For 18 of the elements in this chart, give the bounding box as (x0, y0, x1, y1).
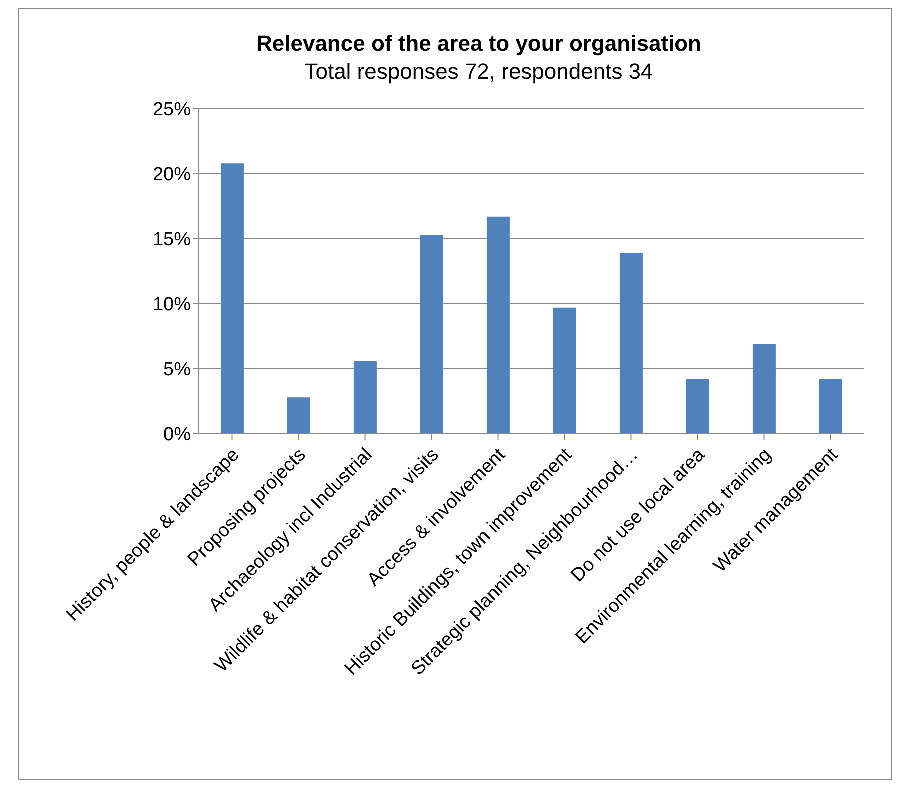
bar (819, 379, 842, 434)
bar (553, 308, 576, 434)
chart-subtitle: Total responses 72, respondents 34 (304, 59, 654, 85)
bar (220, 164, 244, 434)
y-tick-label: 25% (152, 100, 192, 121)
y-tick-label: 20% (152, 164, 192, 186)
bar (287, 398, 310, 434)
bar (752, 344, 776, 434)
bar (486, 216, 510, 434)
bar (620, 253, 643, 434)
y-tick-label: 5% (164, 360, 192, 381)
bar (420, 235, 444, 434)
chart-title: Relevance of the area to your organisation (255, 31, 702, 57)
bar (354, 361, 377, 434)
bar (686, 379, 710, 434)
y-tick-label: 0% (164, 424, 192, 446)
y-tick-label: 10% (152, 294, 192, 316)
y-tick-label: 15% (152, 230, 192, 251)
